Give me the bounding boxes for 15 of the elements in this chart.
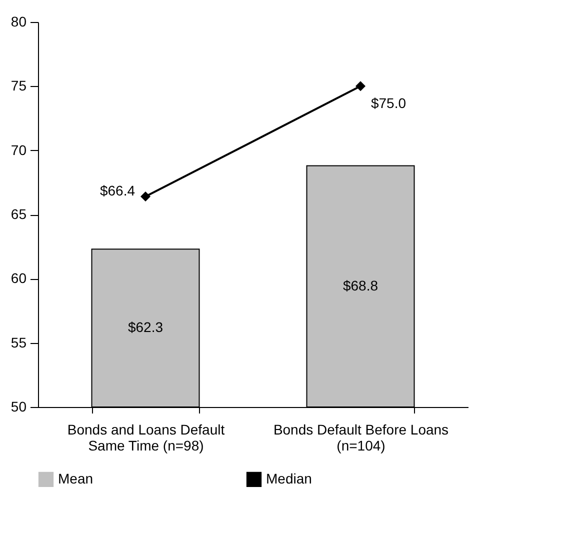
y-tick-label: 70 [10,142,27,158]
data-label: $68.8 [342,277,378,294]
y-tick-label: 80 [10,14,27,30]
data-label: $62.3 [128,319,164,336]
y-tick-label: 60 [10,270,27,286]
y-tick-label: 50 [10,398,27,414]
y-tick-label: 55 [10,334,27,350]
y-tick-label: 65 [10,206,27,222]
legend-label: Mean [58,470,94,486]
legend-label: Median [266,470,312,486]
data-label: $66.4 [100,182,136,199]
data-label: $75.0 [370,95,406,112]
y-tick-label: 75 [10,78,27,94]
x-tick-label: Bonds Default Before Loans (n=104) [273,422,449,454]
x-tick-label: Bonds and Loans Default Same Time (n=98) [67,422,225,454]
